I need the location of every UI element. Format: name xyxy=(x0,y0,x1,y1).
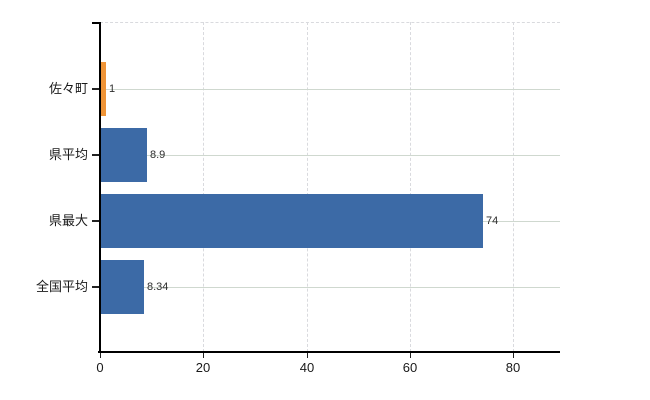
value-label: 74 xyxy=(486,215,499,227)
x-axis-tick xyxy=(410,353,411,358)
bar-県平均 xyxy=(101,128,147,182)
y-axis-line xyxy=(99,22,101,352)
x-tick-label: 0 xyxy=(96,360,104,375)
category-label-県平均: 県平均 xyxy=(48,147,88,162)
x-axis-tick xyxy=(513,353,514,358)
category-label-佐々町: 佐々町 xyxy=(48,81,88,96)
value-label: 1 xyxy=(109,83,116,95)
x-tick-label: 40 xyxy=(299,360,315,375)
x-tick-label: 20 xyxy=(195,360,211,375)
bar-佐々町 xyxy=(101,62,106,116)
x-tick-label: 80 xyxy=(505,360,521,375)
vertical-gridline xyxy=(410,22,411,352)
x-tick-label: 60 xyxy=(402,360,418,375)
value-label: 8.9 xyxy=(150,149,166,161)
vertical-gridline xyxy=(307,22,308,352)
category-label-全国平均: 全国平均 xyxy=(35,279,88,294)
x-axis-tick xyxy=(100,353,101,358)
y-axis-tick xyxy=(92,154,99,156)
y-axis-top-tick xyxy=(92,22,99,24)
plot-top-border xyxy=(100,22,560,23)
x-axis-line xyxy=(98,351,560,353)
vertical-gridline xyxy=(513,22,514,352)
horizontal-gridline xyxy=(100,155,560,156)
horizontal-gridline xyxy=(100,89,560,90)
y-axis-tick xyxy=(92,220,99,222)
value-label: 8.34 xyxy=(147,281,169,293)
y-axis-tick xyxy=(92,286,99,288)
bar-県最大 xyxy=(101,194,483,248)
x-axis-tick xyxy=(307,353,308,358)
x-axis-tick xyxy=(203,353,204,358)
y-axis-tick xyxy=(92,88,99,90)
horizontal-gridline xyxy=(100,287,560,288)
category-label-県最大: 県最大 xyxy=(48,213,88,228)
vertical-gridline xyxy=(203,22,204,352)
bar-全国平均 xyxy=(101,260,144,314)
